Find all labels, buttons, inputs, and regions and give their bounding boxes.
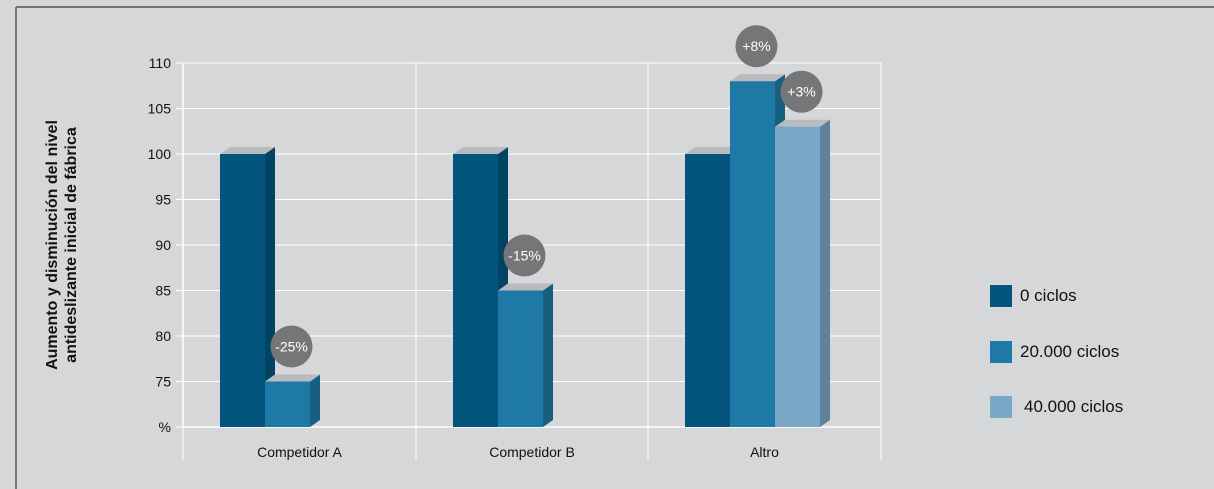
x-tick-label-altro: Altro: [750, 444, 779, 460]
change-bubble-circle: [503, 234, 546, 277]
x-tick-labels: Competidor A Competidor B Altro: [257, 444, 779, 460]
bar-front: [775, 126, 820, 427]
legend-swatch-40000-ciclos: [990, 396, 1012, 418]
y-tick-label-110: 110: [149, 55, 172, 71]
y-tick-label-80: 80: [155, 328, 171, 344]
legend-label-40000-ciclos: 40.000 ciclos: [1024, 397, 1124, 416]
y-tick-label-100: 100: [148, 146, 172, 162]
x-tick-label-competidor-b: Competidor B: [489, 444, 575, 460]
bar-front: [453, 154, 498, 427]
y-tick-label-105: 105: [148, 101, 172, 117]
legend-label-20000-ciclos: 20.000 ciclos: [1020, 342, 1120, 361]
bar-top: [775, 119, 830, 127]
y-tick-label-90: 90: [155, 237, 171, 253]
bar-front: [265, 381, 310, 427]
legend-item-40000-ciclos: 40.000 ciclos: [990, 395, 1123, 419]
change-bubble-circle: [270, 325, 313, 368]
legend-swatch-20000-ciclos: [990, 341, 1012, 363]
chart-border: [15, 6, 1214, 489]
bars: [220, 74, 830, 427]
y-axis-title-line-1: Aumento y disminución del nivel: [44, 120, 61, 370]
change-bubble-altro-40-000-ciclos: +3%: [780, 70, 823, 113]
change-bubble-label: -15%: [508, 248, 541, 264]
legend-swatch-0-ciclos: [990, 285, 1012, 307]
legend-item-20000-ciclos: 20.000 ciclos: [990, 340, 1119, 364]
bar-altro-40-000-ciclos: [775, 119, 830, 427]
bar-side: [820, 119, 830, 427]
bar-front: [685, 154, 730, 427]
change-bubble-competidor-b-20-000-ciclos: -15%: [503, 234, 546, 277]
bar-competidor-a-20-000-ciclos: [265, 374, 320, 427]
change-bubble-competidor-a-20-000-ciclos: -25%: [270, 325, 313, 368]
bar-competidor-b-20-000-ciclos: [498, 283, 553, 427]
bar-front: [730, 81, 775, 427]
legend-label-0-ciclos: 0 ciclos: [1020, 286, 1077, 305]
change-bubble-label: -25%: [275, 339, 308, 355]
change-bubble-circle: [780, 70, 823, 113]
change-bubble-circle: [735, 25, 778, 68]
y-tick-label-85: 85: [155, 283, 171, 299]
change-bubble-label: +8%: [742, 38, 770, 54]
bar-side: [310, 374, 320, 427]
bar-top: [265, 374, 320, 382]
bar-front: [498, 290, 543, 427]
bar-front: [220, 154, 265, 427]
bar-top: [730, 74, 785, 82]
y-tick-labels: % 75 80 85 90 95 100 105 110: [148, 55, 172, 435]
bar-top: [498, 283, 553, 291]
bar-competidor-a-0-ciclos: [220, 147, 275, 427]
legend-item-0-ciclos: 0 ciclos: [990, 284, 1077, 308]
change-bubbles: -25% -15% +8% +3%: [270, 25, 823, 368]
x-tick-label-competidor-a: Competidor A: [257, 444, 342, 460]
change-bubble-label: +3%: [787, 84, 815, 100]
bar-side: [543, 283, 553, 427]
bar-side: [265, 147, 275, 427]
y-axis-title-line-2: antideslizante inicial de fábrica: [63, 127, 80, 363]
change-bubble-altro-20-000-ciclos: +8%: [735, 25, 778, 68]
y-axis-title: Aumento y disminución del nivel antidesl…: [43, 120, 81, 370]
y-tick-label-95: 95: [155, 192, 171, 208]
bar-top: [685, 147, 740, 154]
y-tick-label-75: 75: [155, 374, 171, 390]
bar-top: [453, 147, 508, 154]
y-tick-label-: %: [159, 419, 171, 435]
bar-top: [220, 147, 275, 154]
